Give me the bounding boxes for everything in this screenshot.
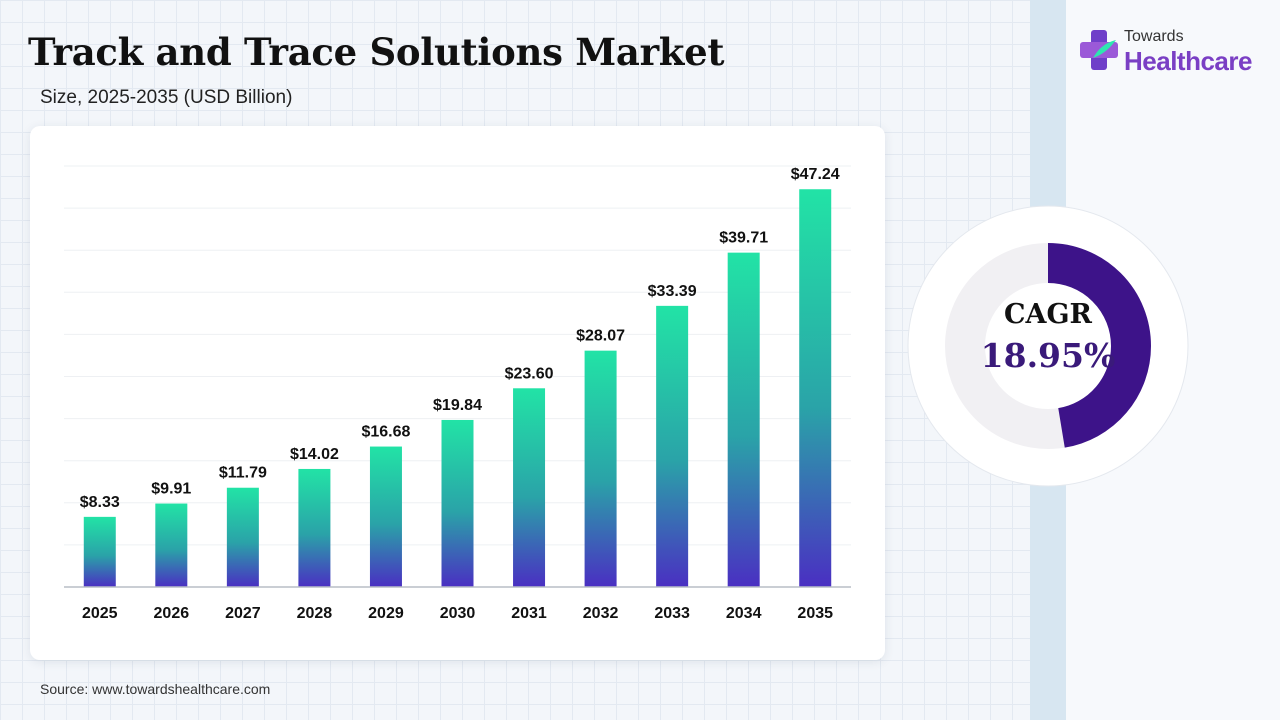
chart-x-labels: 2025 2026 2027 2028 2029 2030 2031 2032 2033 2034… — [82, 605, 833, 622]
x-tick-label-2031: 2031 — [511, 605, 547, 622]
bar-2030 — [441, 419, 474, 587]
x-tick-label-2034: 2034 — [726, 605, 762, 622]
bar-2027 — [226, 487, 259, 587]
x-tick-label-2035: 2035 — [797, 605, 833, 622]
bar-chart: $8.33 $9.91 $11.79 $14.02 $16.68 $19.84 $23.60… — [64, 165, 851, 622]
page-title: Track and Trace Solutions Market — [28, 30, 725, 74]
bar-2031 — [513, 388, 546, 587]
data-label-2029: $16.68 — [361, 424, 410, 441]
x-tick-label-2026: 2026 — [154, 605, 190, 622]
cagr-ring-arc — [945, 243, 1151, 449]
data-label-2027: $11.79 — [219, 465, 267, 482]
chart-gridlines — [64, 165, 851, 546]
x-tick-label-2033: 2033 — [654, 605, 690, 622]
source-note: Source: www.towardshealthcare.com — [40, 681, 271, 697]
cagr-value: 18.95% — [980, 336, 1116, 375]
data-label-2032: $28.07 — [576, 328, 625, 345]
data-label-2025: $8.33 — [80, 494, 120, 511]
brand-logo: Towards Healthcare — [1080, 28, 1260, 78]
x-tick-label-2032: 2032 — [583, 605, 619, 622]
bar-2025 — [83, 516, 116, 587]
medical-cross-logo-icon — [1080, 30, 1118, 70]
data-label-2030: $19.84 — [433, 397, 482, 414]
bar-2026 — [155, 503, 188, 587]
x-tick-label-2029: 2029 — [368, 605, 404, 622]
data-label-2034: $39.71 — [719, 230, 768, 247]
chart-bars — [83, 189, 832, 588]
bar-2032 — [584, 350, 617, 587]
data-label-2028: $14.02 — [290, 446, 339, 463]
chart-value-labels: $8.33 $9.91 $11.79 $14.02 $16.68 $19.84 $23.60… — [80, 166, 840, 511]
x-tick-label-2028: 2028 — [297, 605, 333, 622]
chart-card: $8.33 $9.91 $11.79 $14.02 $16.68 $19.84 $23.60… — [30, 126, 885, 660]
x-tick-label-2030: 2030 — [440, 605, 476, 622]
bar-2028 — [298, 468, 331, 587]
x-tick-label-2025: 2025 — [82, 605, 118, 622]
logo-main-text: Healthcare — [1124, 46, 1252, 76]
page-subtitle: Size, 2025-2035 (USD Billion) — [40, 87, 293, 108]
logo-top-text: Towards — [1124, 28, 1184, 45]
bar-2029 — [369, 446, 402, 587]
bar-2035 — [799, 189, 832, 587]
bar-2033 — [656, 305, 689, 587]
bar-2034 — [727, 252, 760, 588]
cagr-donut: CAGR 18.95% — [905, 203, 1191, 489]
data-label-2035: $47.24 — [791, 166, 840, 183]
data-label-2033: $33.39 — [648, 283, 697, 300]
cagr-label: CAGR — [1004, 299, 1092, 330]
data-label-2026: $9.91 — [151, 481, 191, 498]
x-tick-label-2027: 2027 — [225, 605, 261, 622]
data-label-2031: $23.60 — [505, 365, 554, 382]
cagr-ring — [907, 205, 1189, 487]
